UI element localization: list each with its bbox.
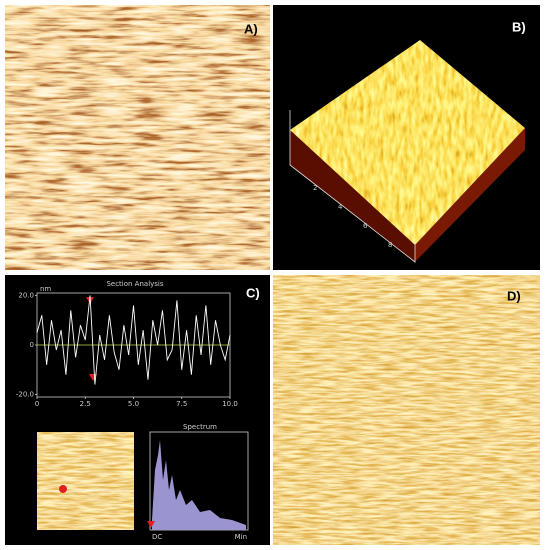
x-tick-label: 7.5 xyxy=(176,400,187,408)
spectrum-title: Spectrum xyxy=(183,423,217,431)
cursor xyxy=(147,521,155,528)
x-tick-label: 10.0 xyxy=(222,400,238,408)
surface-side xyxy=(290,130,415,262)
section-profile xyxy=(36,295,231,385)
axis-tick: 8 xyxy=(388,241,392,249)
spectrum-label: Min xyxy=(235,533,247,541)
axis-tick: 6 xyxy=(363,222,368,230)
x-tick-label: 0 xyxy=(35,400,39,408)
cursor xyxy=(89,374,97,381)
y-tick-label: 0 xyxy=(30,341,34,349)
chart-title: Section Analysis xyxy=(106,280,163,288)
x-tick-label: 5.0 xyxy=(128,400,139,408)
axis-tick: 4 xyxy=(338,203,343,211)
afm-image-d xyxy=(273,275,540,545)
panel-label: D) xyxy=(507,288,521,303)
spectrum-bars xyxy=(152,440,246,530)
x-tick-label: 2.5 xyxy=(80,400,91,408)
axis-frame xyxy=(289,110,416,263)
y-axis-label: nm xyxy=(40,285,51,293)
section-marker xyxy=(59,485,67,493)
panel-label: B) xyxy=(512,19,526,34)
panel-label: A) xyxy=(244,21,258,36)
axis-tick: 2 xyxy=(313,184,317,192)
afm-image-a xyxy=(5,5,270,270)
spectrum-label: DC xyxy=(152,533,162,541)
y-tick-label: -20.0 xyxy=(16,391,34,399)
y-tick-label: 20.0 xyxy=(18,291,34,299)
afm-thumbnail xyxy=(37,432,134,530)
surface-side xyxy=(415,128,525,262)
panel-label: C) xyxy=(246,285,260,300)
